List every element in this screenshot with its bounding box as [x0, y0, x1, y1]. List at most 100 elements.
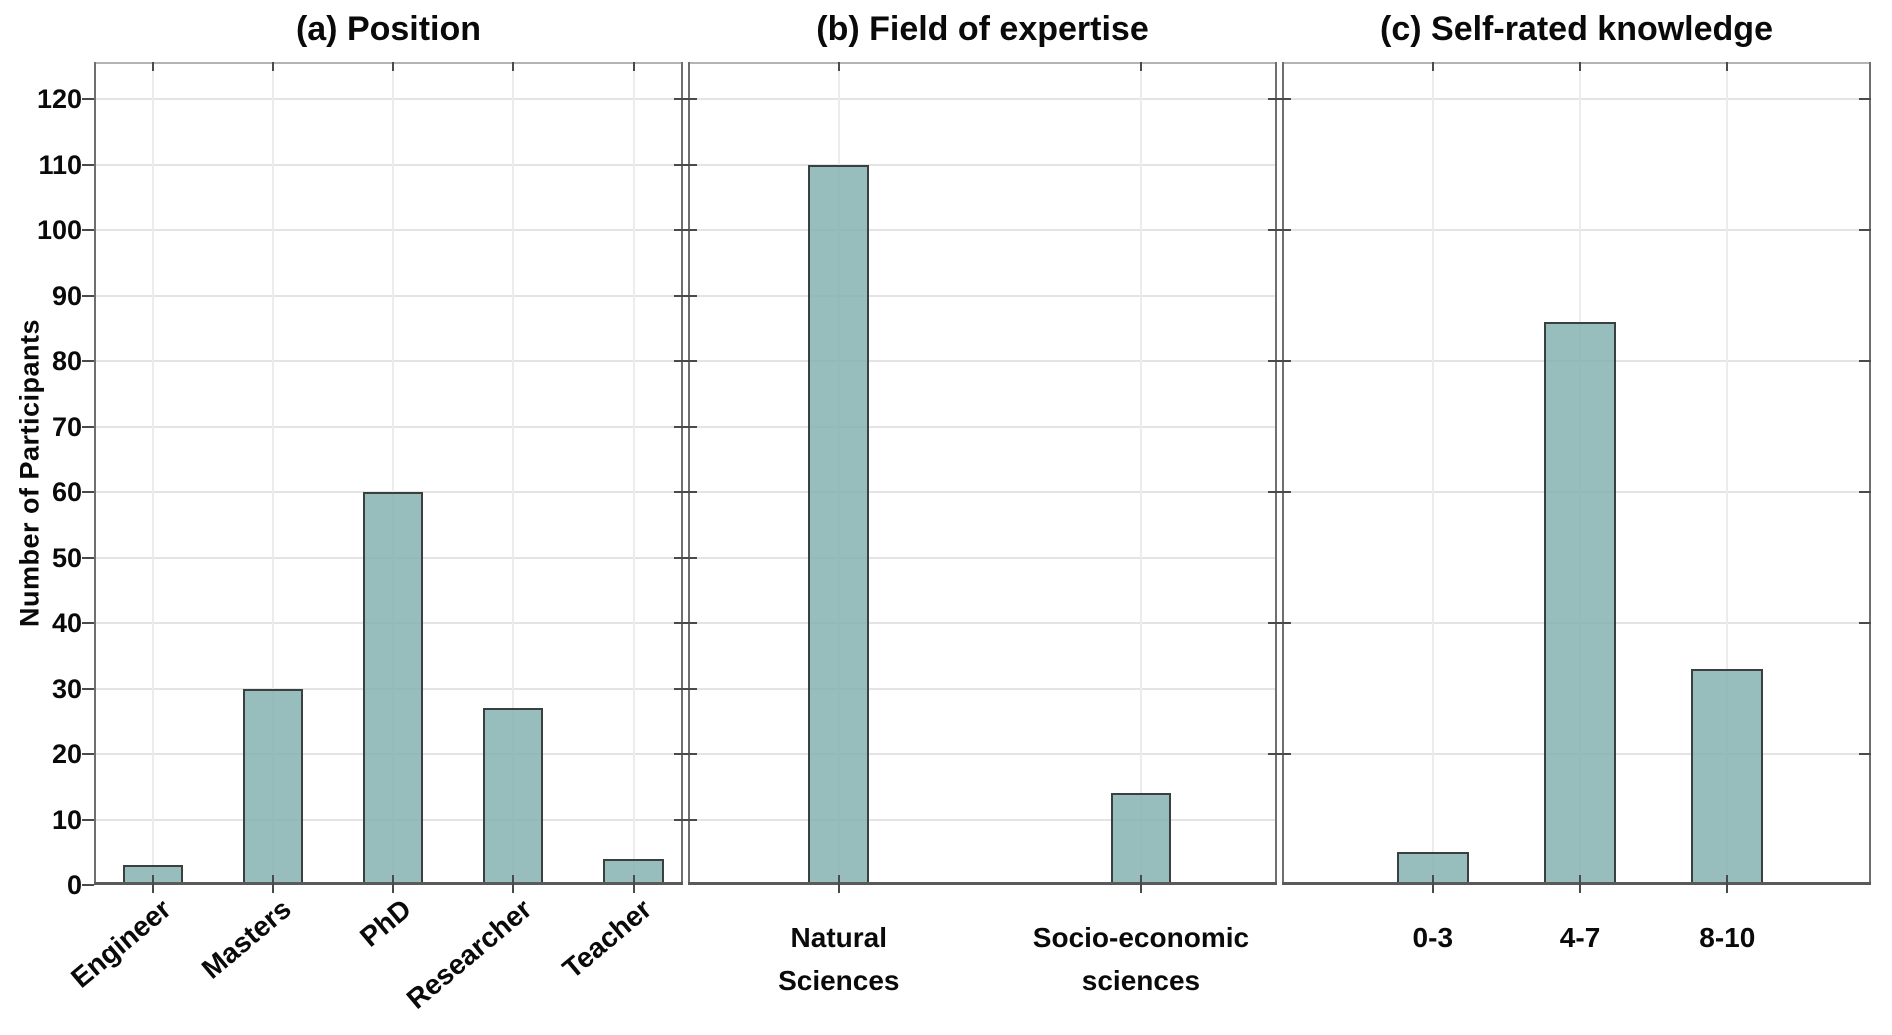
y-tick-label-30: 30	[51, 673, 82, 704]
x-label-line: Socio-economic	[1032, 922, 1250, 953]
x-tick-top	[272, 62, 275, 71]
y-tick-right-120	[1859, 98, 1871, 101]
x-tick-outer	[392, 885, 395, 893]
x-label-line: 8-10	[1699, 922, 1756, 953]
left-spine	[94, 62, 96, 885]
gridline-x	[392, 62, 395, 885]
x-tick-top	[1431, 62, 1434, 71]
top-spine	[1282, 62, 1871, 64]
gridline-y-80	[688, 360, 1277, 363]
left-spine	[688, 62, 690, 885]
x-label-text: Masters	[195, 893, 297, 985]
plot-area	[82, 62, 692, 893]
gridline-x	[1139, 62, 1142, 885]
y-tick-right-40	[1859, 622, 1871, 625]
y-tick-left-10	[679, 818, 697, 821]
y-tick-label-100: 100	[36, 215, 82, 246]
right-spine	[681, 62, 683, 885]
panel-c: (c) Self-rated knowledge 0-3 4-7 8-10	[1273, 0, 1871, 1035]
x-label-Natural Sciences: Natural Sciences	[778, 916, 899, 1003]
x-label-text: Engineer	[65, 893, 177, 994]
y-tick-left-80	[82, 360, 94, 363]
y-tick-left-30	[679, 687, 697, 690]
top-spine	[94, 62, 683, 64]
y-tick-left-100	[679, 229, 697, 232]
gridline-y-100	[1282, 229, 1871, 232]
y-tick-right-100	[1859, 229, 1871, 232]
bar-8-10	[1691, 668, 1764, 885]
x-tick-inner	[1579, 875, 1582, 885]
x-tick-inner	[632, 875, 635, 885]
gridline-x	[1726, 62, 1729, 885]
gridline-y-100	[94, 229, 683, 232]
x-tick-outer	[1139, 885, 1142, 893]
bar-4-7	[1543, 321, 1617, 885]
x-label-line: 4-7	[1559, 922, 1601, 953]
panel-title: (b) Field of expertise	[816, 10, 1149, 48]
gridline-y-90	[688, 294, 1277, 297]
y-tick-label-120: 120	[36, 84, 82, 115]
y-tick-left-120	[1273, 98, 1291, 101]
y-tick-left-50	[679, 556, 697, 559]
gridline-y-120	[1282, 98, 1871, 101]
x-tick-outer	[1431, 885, 1434, 893]
panel-a: (a) Position Engineer Masters PhD Researcher…	[65, 0, 692, 1035]
x-label-line: Natural	[790, 922, 888, 953]
gridline-y-70	[688, 425, 1277, 428]
gridline-y-30	[688, 687, 1277, 690]
right-spine	[1869, 62, 1871, 885]
x-tick-top	[1726, 62, 1729, 71]
y-tick-left-50	[82, 556, 94, 559]
gridline-x	[1431, 62, 1434, 885]
x-tick-outer	[512, 885, 515, 893]
y-tick-label-20: 20	[51, 739, 82, 770]
gridline-y-120	[94, 98, 683, 101]
y-tick-label-0: 0	[66, 870, 82, 900]
y-tick-left-0	[82, 884, 94, 886]
x-tick-outer	[1726, 885, 1729, 893]
gridline-x	[151, 62, 154, 885]
x-tick-inner	[151, 875, 154, 885]
x-tick-top	[1579, 62, 1582, 71]
y-tick-left-20	[1273, 753, 1291, 756]
y-tick-left-40	[82, 622, 94, 625]
y-tick-left-110	[82, 163, 94, 166]
x-tick-top	[392, 62, 395, 71]
y-tick-left-60	[679, 491, 697, 494]
y-tick-label-90: 90	[51, 280, 82, 311]
bar-PhD	[363, 492, 424, 885]
y-tick-left-80	[1273, 360, 1291, 363]
y-tick-left-40	[1273, 622, 1291, 625]
gridline-y-70	[94, 425, 683, 428]
y-tick-left-60	[1273, 491, 1291, 494]
x-axis-line	[688, 882, 1277, 885]
panel-title: (c) Self-rated knowledge	[1380, 10, 1773, 48]
x-tick-outer	[632, 885, 635, 893]
left-spine	[1282, 62, 1284, 885]
x-tick-top	[632, 62, 635, 71]
x-label-line: Sciences	[778, 965, 900, 997]
x-tick-inner	[1726, 875, 1729, 885]
y-tick-left-20	[82, 753, 94, 756]
gridline-y-80	[94, 360, 683, 363]
y-tick-left-30	[82, 687, 94, 690]
x-tick-outer	[1579, 885, 1582, 893]
x-tick-inner	[1139, 875, 1142, 885]
x-tick-top	[512, 62, 515, 71]
y-tick-left-80	[679, 360, 697, 363]
x-tick-top	[151, 62, 154, 71]
x-tick-inner	[837, 875, 840, 885]
y-tick-left-70	[679, 425, 697, 428]
gridline-y-50	[688, 556, 1277, 559]
plot-area	[1273, 62, 1871, 893]
y-tick-left-20	[679, 753, 697, 756]
y-tick-left-90	[679, 294, 697, 297]
y-tick-left-10	[82, 818, 94, 821]
gridline-y-20	[688, 753, 1277, 756]
plot-area	[679, 62, 1286, 893]
y-tick-label-110: 110	[38, 149, 82, 180]
x-tick-top	[1139, 62, 1142, 71]
bar-Masters	[243, 688, 304, 885]
x-axis-line	[94, 882, 683, 885]
